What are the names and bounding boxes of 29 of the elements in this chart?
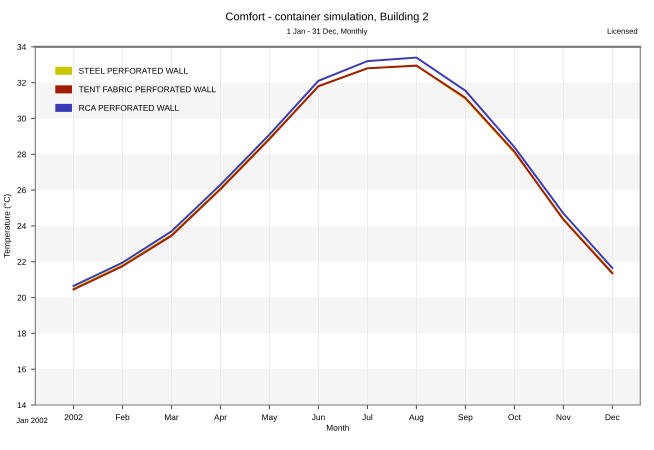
x-tick-label: 2002 (64, 414, 82, 420)
chart-title: Comfort - container simulation, Building 2 (226, 12, 428, 23)
x-tick-label: Jul (362, 414, 372, 420)
y-tick-label: 34 (17, 44, 26, 50)
y-tick-label: 20 (17, 294, 26, 301)
y-tick-label: 24 (17, 223, 26, 229)
x-tick-label: Apr (214, 414, 227, 422)
x-tick-label: Jun (312, 414, 325, 420)
y-tick-label: 30 (17, 116, 26, 122)
y-tick-label: 32 (17, 80, 26, 86)
y-tick-label: 18 (18, 330, 26, 336)
y-tick-label: 28 (17, 151, 26, 158)
x-tick-label: May (262, 414, 278, 422)
legend-label: STEEL PERFORATED WALL (79, 68, 188, 74)
x-tick-label: Dec (606, 414, 620, 420)
y-tick-label: 26 (17, 187, 26, 194)
y-tick-label: 22 (17, 258, 26, 265)
legend-label: TENT FABRIC PERFORATED WALL (78, 86, 216, 92)
x-tick-label: Nov (556, 414, 571, 420)
y-tick-label: 16 (18, 366, 26, 372)
x-tick-label: Aug (409, 414, 424, 422)
x-tick-label: Feb (116, 414, 130, 420)
x-tick-label: Sep (458, 414, 472, 422)
y-tick-label: 14 (18, 402, 26, 408)
x-tick-label: Mar (165, 414, 179, 420)
y-axis-title: Temperature (°C) (4, 194, 12, 258)
legend-label: RCA PERFORATED WALL (79, 104, 179, 111)
x-axis-title: Month (326, 424, 349, 431)
x-tick-label: Oct (508, 414, 521, 420)
